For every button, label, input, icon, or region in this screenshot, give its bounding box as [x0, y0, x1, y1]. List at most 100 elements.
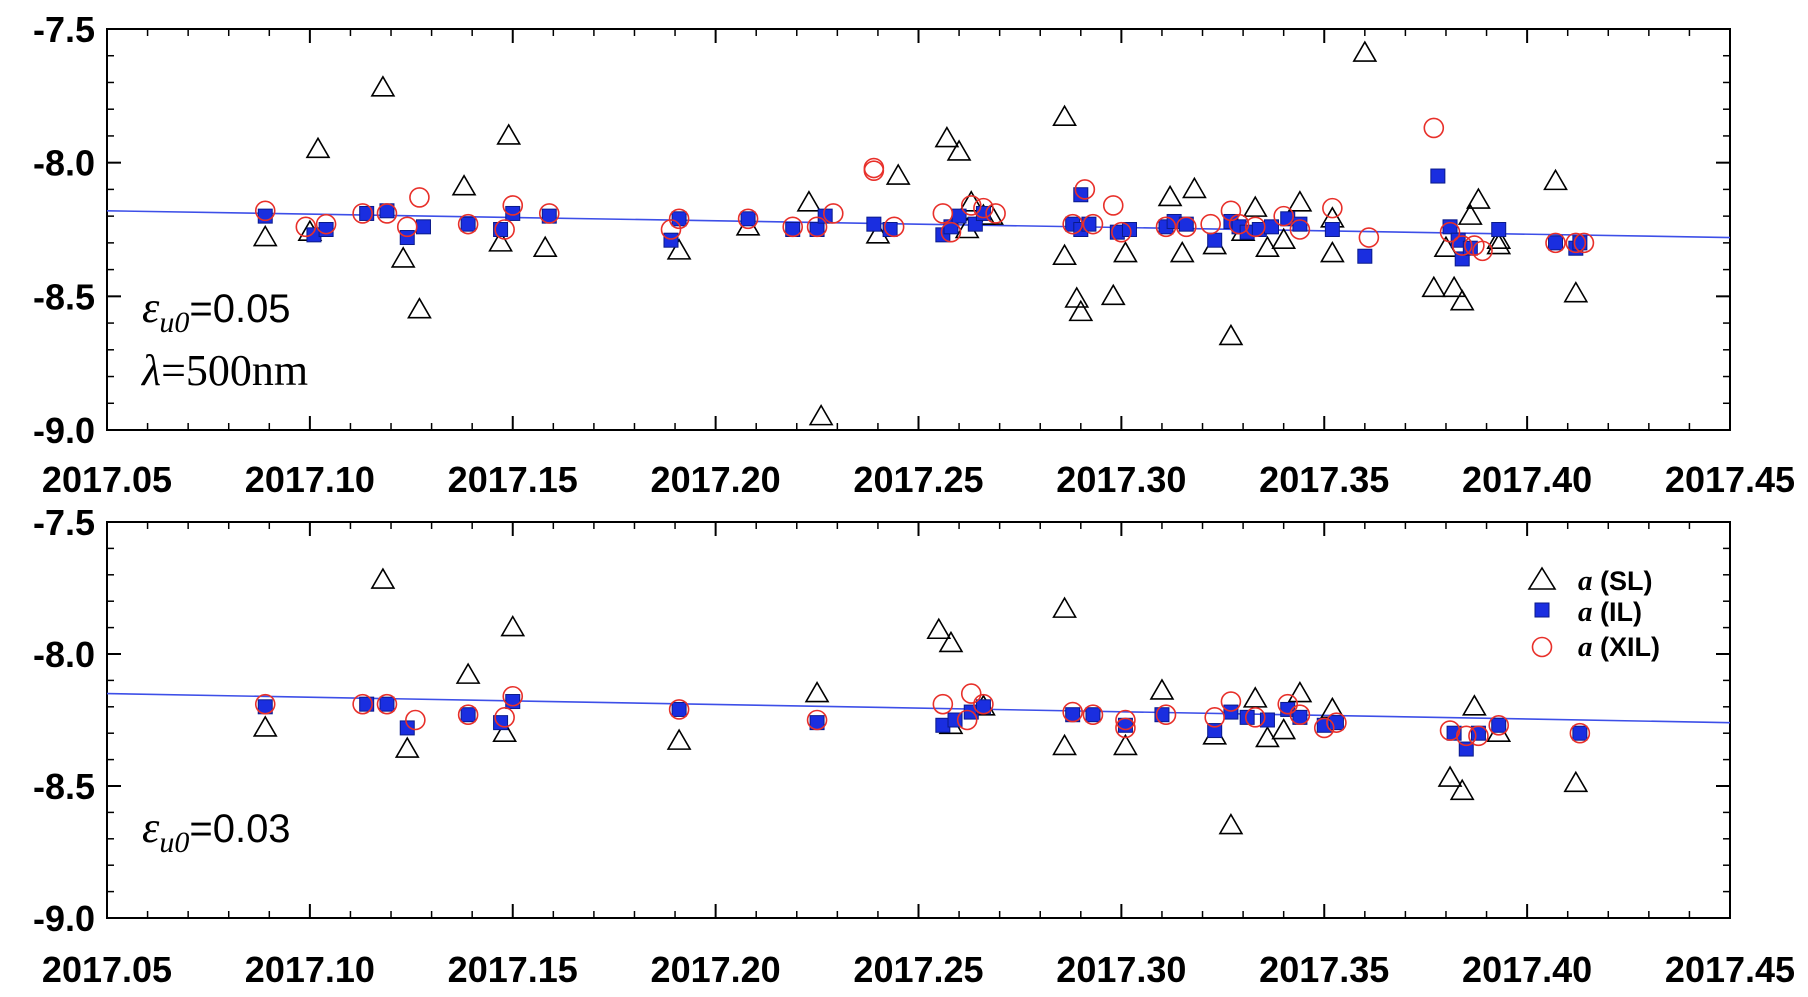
y-tick-labels-top: -7.5 -8.0 -8.5 -9.0	[33, 9, 95, 451]
sl-triangle-point	[804, 681, 830, 703]
xil-circle-point	[1289, 219, 1311, 240]
sl-triangle-point	[1052, 733, 1077, 756]
xil-circle-point	[668, 699, 690, 720]
sl-triangle-point	[1563, 770, 1589, 793]
svg-text:λ=500nm: λ=500nm	[140, 346, 308, 395]
sl-triangle-point	[1113, 733, 1138, 756]
il-square-point	[460, 216, 476, 232]
xil-circle-point	[1111, 221, 1132, 243]
lambda-symbol: λ	[140, 346, 161, 395]
sl-triangle-point	[1486, 227, 1512, 249]
sl-triangle-point	[938, 630, 964, 653]
xil-circle-point	[1244, 707, 1266, 728]
xil-circle-point	[1423, 117, 1445, 139]
y-tick-labels-bottom: -7.5 -8.0 -8.5 -9.0	[33, 502, 95, 939]
xil-circle-point	[1472, 240, 1493, 262]
sl-triangle-point	[1421, 275, 1447, 298]
xil-circle-point	[1277, 693, 1299, 715]
sl-triangle-point	[1068, 299, 1094, 322]
sl-triangle-point	[1449, 778, 1475, 801]
y-tick-label: -9.0	[33, 898, 95, 939]
sl-triangle-point	[1466, 187, 1491, 209]
xil-circle-point	[806, 709, 828, 731]
x-tick-label: 2017.30	[1056, 459, 1186, 500]
top-panel: -7.5-8.0-8.5-9.0 2017.05 2017.10 2017.15 20…	[33, 9, 1795, 500]
xil-circle-point	[956, 709, 978, 731]
il-square-point	[359, 205, 375, 221]
xil-circle-point	[494, 219, 515, 240]
il-square-point	[866, 216, 882, 232]
xil-circle-point	[376, 693, 398, 715]
xil-circle-point	[1102, 195, 1124, 216]
sl-triangle-point	[1218, 813, 1244, 835]
xil-circle-point	[376, 203, 398, 224]
xil-circle-point	[1313, 717, 1335, 739]
il-square-point	[671, 701, 687, 717]
sl-triangle-point	[1486, 232, 1512, 255]
epsilon-subscript: u0	[159, 826, 189, 859]
il-square-point	[1085, 707, 1101, 723]
legend-item-xil: a (XIL)	[1531, 631, 1660, 663]
legend-symbol: a	[1578, 596, 1593, 628]
xil-circle-point	[960, 195, 982, 216]
xil-circle-point	[973, 693, 994, 715]
x-tick-label: 2017.40	[1462, 459, 1592, 500]
xil-circle-point	[502, 685, 524, 707]
sl-triangle-point	[1441, 275, 1467, 298]
bottom-panel: -7.5-8.0-8.5-9.0 2017.05 2017.10 2017.15 20…	[33, 502, 1795, 990]
xil-circle-point	[352, 203, 373, 224]
sl-triangle-point	[1157, 184, 1183, 207]
sl-triangle-point	[390, 246, 416, 268]
xil-circle-point	[1062, 701, 1083, 723]
y-tick-label: -7.5	[33, 9, 95, 50]
y-tick-label: -8.0	[33, 143, 95, 184]
sl-triangle-point	[1149, 678, 1175, 700]
xil-circle-point	[737, 208, 759, 230]
il-square-point	[1324, 222, 1340, 237]
sl-triangle-point	[1271, 227, 1297, 249]
y-tick-label: -8.5	[33, 766, 95, 807]
il-square-point	[1121, 222, 1137, 237]
sl-triangle-point	[666, 728, 692, 750]
xil-circle-point	[457, 213, 479, 235]
sl-triangle-point	[926, 617, 952, 640]
xil-circle-point	[960, 683, 982, 704]
xil-circle-point	[315, 213, 337, 235]
il-square-point	[460, 707, 476, 723]
xil-circle-point	[1074, 179, 1096, 200]
legend-symbol: a	[1578, 565, 1593, 597]
xil-circle-point	[782, 216, 804, 238]
sl-triangle-point	[666, 238, 692, 260]
epsilon-value: =0.03	[189, 807, 290, 851]
legend-circle-marker	[1531, 636, 1553, 658]
epsilon-subscript: u0	[159, 306, 189, 339]
xil-circle-point	[1200, 213, 1221, 235]
svg-text:εu0=0.03: εu0=0.03	[142, 803, 291, 859]
sl-triangle-point	[946, 139, 972, 161]
il-square-point	[740, 211, 756, 227]
sl-triangle-point	[1271, 717, 1297, 740]
legend-symbol: a	[1578, 631, 1593, 663]
x-tick-label: 2017.25	[853, 459, 983, 500]
x-tick-label: 2017.15	[448, 949, 578, 990]
trend-line	[106, 209, 1731, 239]
xil-circle-point	[1062, 213, 1083, 235]
sl-triangle-point	[934, 126, 960, 148]
xil-circle-point	[295, 216, 317, 238]
il-square-point	[415, 219, 431, 235]
sl-triangle-point	[496, 123, 522, 145]
sl-triangle-point	[1100, 283, 1126, 306]
y-tick-label: -7.5	[33, 502, 95, 543]
xil-circle-point	[940, 221, 962, 243]
il-square-point	[663, 232, 679, 248]
sl-triangle-point	[1287, 681, 1313, 703]
x-tick-labels-top: 2017.05 2017.10 2017.15 2017.20 2017.25 2017.…	[42, 459, 1795, 500]
y-tick-label: -8.5	[33, 276, 95, 317]
xil-circle-point	[1082, 704, 1104, 726]
il-square-point	[1572, 235, 1588, 251]
sl-triangle-point	[1052, 596, 1077, 618]
sl-triangle-point	[1218, 323, 1244, 346]
legend-item-sl: a (SL)	[1527, 565, 1652, 597]
xil-circle-point	[1439, 720, 1461, 741]
